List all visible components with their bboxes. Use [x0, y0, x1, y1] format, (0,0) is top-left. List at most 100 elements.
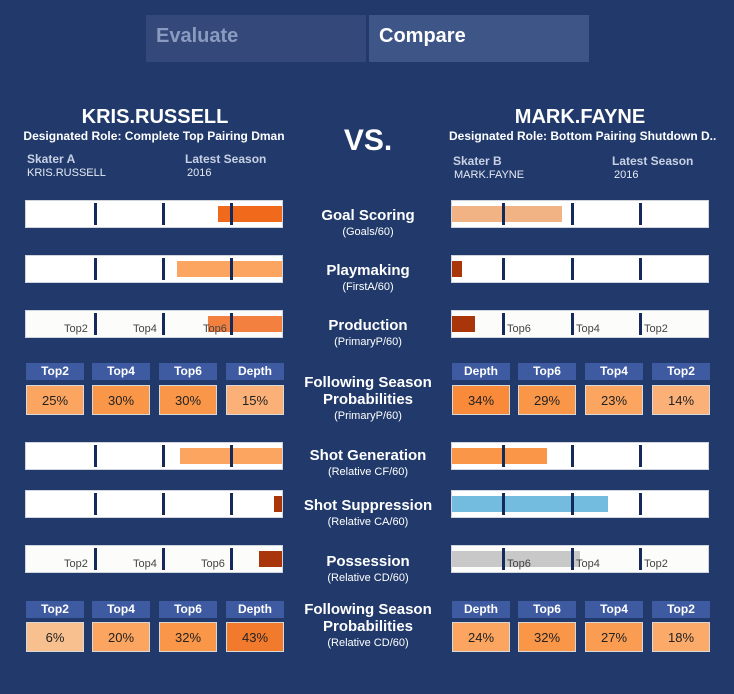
skater-a-role: Designated Role: Complete Top Pairing Dm… [23, 129, 285, 143]
skater-a-select[interactable]: KRIS.RUSSELL [27, 167, 106, 179]
skater-a-label: Skater A [27, 152, 76, 166]
tier-divider [502, 258, 505, 280]
tier-divider [571, 445, 574, 467]
playmaking-fill-b [452, 261, 463, 277]
possession-bar-b: Top6 Top4 Top2 [451, 545, 709, 573]
prob-header-a-top6: Top6 [159, 363, 217, 380]
production-bar-b: Top6 Top4 Top2 [451, 310, 709, 338]
prob-cell-b-top6: 32% [518, 622, 576, 652]
tier-divider [230, 203, 233, 225]
prob-cell-a-top6: 32% [159, 622, 217, 652]
metric-title: Goal Scoring [321, 207, 415, 224]
playmaking-fill-a [177, 261, 282, 277]
tab-evaluate[interactable]: Evaluate [146, 15, 366, 62]
season-a-label: Latest Season [185, 152, 267, 166]
goal-scoring-fill-a [218, 206, 282, 222]
shot-generation-bar-b [451, 442, 709, 470]
shot-suppression-fill-b [452, 496, 609, 512]
metric-playmaking: Playmaking (FirstA/60) [290, 262, 446, 295]
tier-divider [639, 313, 642, 335]
prob-header-a-top6: Top6 [159, 601, 217, 618]
tier-divider [502, 445, 505, 467]
metric-subtitle: (Relative CF/60) [327, 466, 409, 478]
prob-cell-a-top4: 20% [92, 622, 150, 652]
prob-header-a-top4: Top4 [92, 363, 150, 380]
tier-divider [230, 313, 233, 335]
prob-header-b-depth: Depth [452, 363, 510, 380]
possession-fill-b [452, 551, 580, 567]
vs-label: VS. [343, 124, 393, 157]
metric-title: Following Season [304, 601, 432, 618]
tier-divider [230, 548, 233, 570]
prob-header-b-depth: Depth [452, 601, 510, 618]
metric-production: Production (PrimaryP/60) [290, 317, 446, 350]
tier-divider [230, 258, 233, 280]
metric-subtitle: (Relative CD/60) [327, 637, 409, 649]
prob-cell-a-top2: 25% [26, 385, 84, 415]
prob-header-b-top4: Top4 [585, 601, 643, 618]
tier-label: Top4 [133, 323, 157, 335]
tab-compare[interactable]: Compare [369, 15, 589, 62]
tier-label: Top2 [64, 323, 88, 335]
goal-scoring-bar-a [25, 200, 283, 228]
season-b-select[interactable]: 2016 [614, 169, 639, 181]
goal-scoring-fill-b [452, 206, 563, 222]
skater-a-name: KRIS.RUSSELL [81, 106, 229, 128]
metric-title: Probabilities [322, 618, 414, 635]
metric-title: Shot Generation [309, 447, 427, 464]
prob-cell-b-depth: 24% [452, 622, 510, 652]
tier-divider [639, 203, 642, 225]
metric-goal-scoring: Goal Scoring (Goals/60) [290, 207, 446, 240]
tier-divider [502, 493, 505, 515]
metric-title: Probabilities [322, 391, 414, 408]
possession-bar-a: Top2 Top4 Top6 [25, 545, 283, 573]
tier-label: Top6 [507, 323, 531, 335]
metric-shot-suppression: Shot Suppression (Relative CA/60) [290, 497, 446, 530]
skater-b-select[interactable]: MARK.FAYNE [454, 169, 525, 181]
prob-header-a-depth: Depth [226, 363, 284, 380]
tier-label: Top2 [64, 558, 88, 570]
prob-header-a-top4: Top4 [92, 601, 150, 618]
prob-header-a-depth: Depth [226, 601, 284, 618]
tier-divider [162, 548, 165, 570]
metric-title: Production [328, 317, 408, 334]
prob-header-b-top6: Top6 [518, 601, 576, 618]
metric-title: Possession [326, 553, 410, 570]
season-a-select[interactable]: 2016 [187, 167, 212, 179]
metric-shot-generation: Shot Generation (Relative CF/60) [290, 447, 446, 480]
tier-divider [162, 445, 165, 467]
shot-suppression-bar-b [451, 490, 709, 518]
tier-divider [162, 313, 165, 335]
tier-divider [502, 548, 505, 570]
production-bar-a: Top2 Top4 Top6 [25, 310, 283, 338]
prob-cell-b-depth: 34% [452, 385, 510, 415]
skater-b-role: Designated Role: Bottom Pairing Shutdown… [449, 129, 717, 143]
tier-divider [502, 313, 505, 335]
prob-cell-b-top6: 29% [518, 385, 576, 415]
tier-divider [94, 313, 97, 335]
prob-header-b-top2: Top2 [652, 601, 710, 618]
shot-generation-bar-a [25, 442, 283, 470]
prob-header-a-top2: Top2 [26, 601, 84, 618]
tier-divider [571, 203, 574, 225]
playmaking-bar-a [25, 255, 283, 283]
tier-divider [94, 548, 97, 570]
shot-suppression-bar-a [25, 490, 283, 518]
tier-label: Top6 [203, 323, 227, 335]
prob-header-b-top4: Top4 [585, 363, 643, 380]
metric-probabilities-cd: Following Season Probabilities (Relative… [290, 601, 446, 651]
tier-label: Top4 [576, 558, 600, 570]
metric-title: Following Season [304, 374, 432, 391]
tier-label: Top6 [201, 558, 225, 570]
metric-title: Shot Suppression [303, 497, 433, 514]
tier-label: Top4 [133, 558, 157, 570]
tier-divider [571, 493, 574, 515]
metric-subtitle: (PrimaryP/60) [334, 410, 402, 422]
prob-cell-a-top2: 6% [26, 622, 84, 652]
tier-label: Top2 [644, 323, 668, 335]
prob-header-b-top6: Top6 [518, 363, 576, 380]
production-fill-b [452, 316, 476, 332]
tier-divider [162, 203, 165, 225]
prob-cell-a-top4: 30% [92, 385, 150, 415]
tier-divider [94, 258, 97, 280]
